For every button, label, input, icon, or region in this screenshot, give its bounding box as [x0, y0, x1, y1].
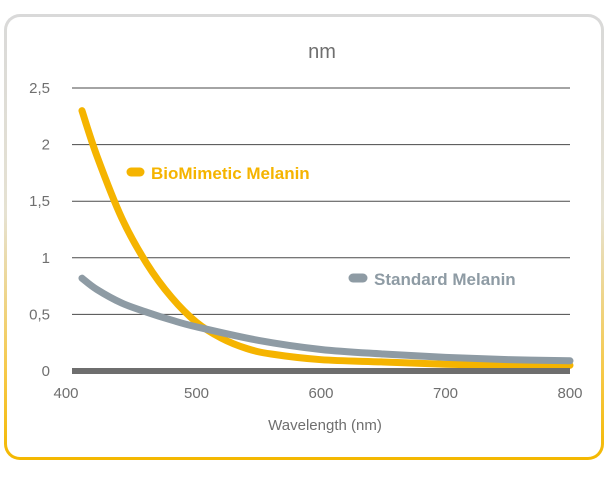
- series-biomimetic-melanin: [78, 107, 574, 369]
- legend: BioMimetic Melanin Standard Melanin: [126, 164, 516, 289]
- x-axis-label: Wavelength (nm): [268, 417, 382, 434]
- y-tick-label: 2: [42, 137, 50, 154]
- legend-item-biomimetic: BioMimetic Melanin: [126, 164, 310, 183]
- x-tick-label: 400: [53, 385, 78, 402]
- legend-item-standard: Standard Melanin: [348, 270, 516, 289]
- y-tick-label: 0: [42, 363, 50, 380]
- legend-label-standard: Standard Melanin: [374, 270, 516, 289]
- series-layer: [78, 107, 574, 369]
- legend-label-biomimetic: BioMimetic Melanin: [151, 164, 310, 183]
- y-tick-label: 0,5: [29, 306, 50, 323]
- y-tick-label: 1: [42, 250, 50, 267]
- y-tick-label: 1,5: [29, 193, 50, 210]
- x-tick-label: 500: [184, 385, 209, 402]
- series-standard-melanin: [78, 274, 574, 365]
- y-axis-ticks: 0 0,5 1 1,5 2 2,5: [29, 80, 50, 380]
- x-tick-label: 700: [433, 385, 458, 402]
- y-tick-label: 2,5: [29, 80, 50, 97]
- x-tick-label: 600: [308, 385, 333, 402]
- chart-card: [4, 14, 604, 460]
- chart-title: nm: [308, 41, 336, 63]
- x-tick-label: 800: [557, 385, 582, 402]
- x-axis-ticks: 400 500 600 700 800: [53, 385, 582, 402]
